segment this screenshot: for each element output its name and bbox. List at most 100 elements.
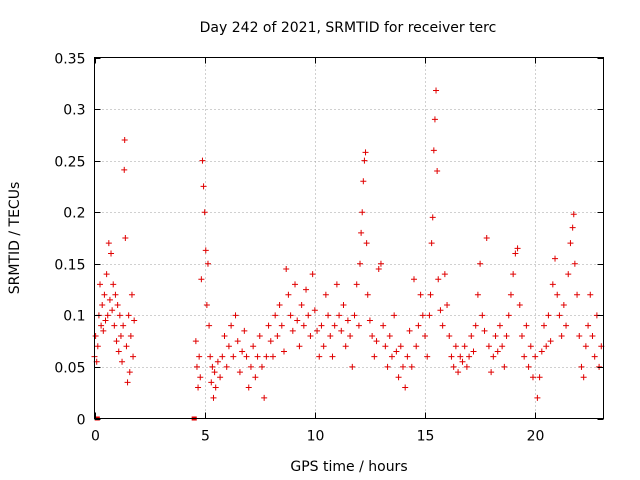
data-point bbox=[338, 327, 345, 334]
data-point bbox=[439, 322, 446, 329]
data-point bbox=[208, 379, 215, 386]
data-point bbox=[342, 343, 349, 350]
data-point bbox=[225, 343, 232, 350]
data-point bbox=[554, 291, 561, 298]
data-point bbox=[366, 317, 373, 324]
data-point bbox=[373, 338, 380, 345]
data-point bbox=[120, 322, 127, 329]
data-point bbox=[362, 149, 369, 156]
data-point bbox=[92, 332, 99, 339]
data-point bbox=[437, 307, 444, 314]
data-point bbox=[466, 353, 473, 360]
data-point bbox=[98, 322, 105, 329]
data-point bbox=[351, 312, 358, 319]
data-point bbox=[123, 343, 130, 350]
data-point bbox=[110, 281, 117, 288]
data-point bbox=[121, 137, 128, 144]
data-point bbox=[585, 322, 592, 329]
data-point bbox=[441, 271, 448, 278]
data-point bbox=[507, 291, 514, 298]
y-tick-label: 0.15 bbox=[54, 258, 85, 274]
data-point bbox=[300, 322, 307, 329]
data-point bbox=[219, 353, 226, 360]
data-point bbox=[307, 332, 314, 339]
data-point bbox=[399, 363, 406, 370]
data-point bbox=[197, 374, 204, 381]
data-point bbox=[406, 327, 413, 334]
data-point bbox=[355, 322, 362, 329]
data-point bbox=[472, 322, 479, 329]
data-point bbox=[236, 369, 243, 376]
data-point bbox=[413, 343, 420, 350]
y-tick-label: 0.1 bbox=[63, 309, 85, 325]
data-point bbox=[113, 338, 120, 345]
data-point bbox=[358, 229, 365, 236]
data-point bbox=[124, 379, 131, 386]
data-point bbox=[377, 260, 384, 267]
data-point bbox=[549, 281, 556, 288]
data-point bbox=[256, 332, 263, 339]
data-point bbox=[126, 369, 133, 376]
data-point bbox=[433, 87, 440, 94]
data-point bbox=[204, 260, 211, 267]
data-point bbox=[427, 291, 434, 298]
data-point bbox=[239, 348, 246, 355]
data-point bbox=[357, 260, 364, 267]
data-point bbox=[112, 291, 119, 298]
data-point bbox=[327, 332, 334, 339]
data-point bbox=[536, 374, 543, 381]
data-point bbox=[108, 250, 115, 257]
data-point bbox=[563, 322, 570, 329]
data-point bbox=[206, 322, 213, 329]
data-point bbox=[289, 327, 296, 334]
grid-lines bbox=[94, 57, 604, 419]
data-point bbox=[361, 157, 368, 164]
data-point bbox=[287, 312, 294, 319]
y-tick-label: 0.2 bbox=[63, 206, 85, 222]
y-tick-label: 0 bbox=[77, 413, 86, 429]
data-point bbox=[195, 384, 202, 391]
data-point bbox=[117, 332, 124, 339]
data-point bbox=[363, 240, 370, 247]
data-point bbox=[415, 322, 422, 329]
data-point bbox=[254, 353, 261, 360]
data-point bbox=[430, 147, 437, 154]
data-point bbox=[234, 338, 241, 345]
data-point bbox=[518, 332, 525, 339]
data-point bbox=[102, 317, 109, 324]
data-point bbox=[431, 116, 438, 123]
data-point bbox=[490, 353, 497, 360]
data-point bbox=[311, 307, 318, 314]
data-point bbox=[111, 322, 118, 329]
data-point bbox=[567, 240, 574, 247]
data-point bbox=[384, 363, 391, 370]
data-point bbox=[393, 348, 400, 355]
data-point bbox=[192, 338, 199, 345]
data-point bbox=[391, 312, 398, 319]
data-points bbox=[91, 87, 605, 421]
data-point bbox=[529, 374, 536, 381]
data-point bbox=[565, 271, 572, 278]
x-tick-label: 20 bbox=[527, 429, 545, 445]
data-point bbox=[417, 291, 424, 298]
data-point bbox=[576, 332, 583, 339]
data-point bbox=[450, 363, 457, 370]
data-point bbox=[99, 302, 106, 309]
data-point bbox=[121, 166, 128, 173]
data-point bbox=[380, 322, 387, 329]
data-point bbox=[474, 291, 481, 298]
data-point bbox=[479, 312, 486, 319]
data-point bbox=[429, 214, 436, 221]
axis-ticks: 0 0.05 0.1 0.15 0.2 0.25 0.3 0.35 0 5 10 15 20 bbox=[54, 52, 604, 445]
data-point bbox=[512, 250, 519, 257]
data-point bbox=[258, 363, 265, 370]
data-point bbox=[100, 327, 107, 334]
data-point bbox=[545, 312, 552, 319]
data-point bbox=[435, 276, 442, 283]
data-point bbox=[402, 384, 409, 391]
data-point bbox=[570, 211, 577, 218]
data-point bbox=[322, 291, 329, 298]
data-point bbox=[94, 343, 101, 350]
data-point bbox=[223, 363, 230, 370]
